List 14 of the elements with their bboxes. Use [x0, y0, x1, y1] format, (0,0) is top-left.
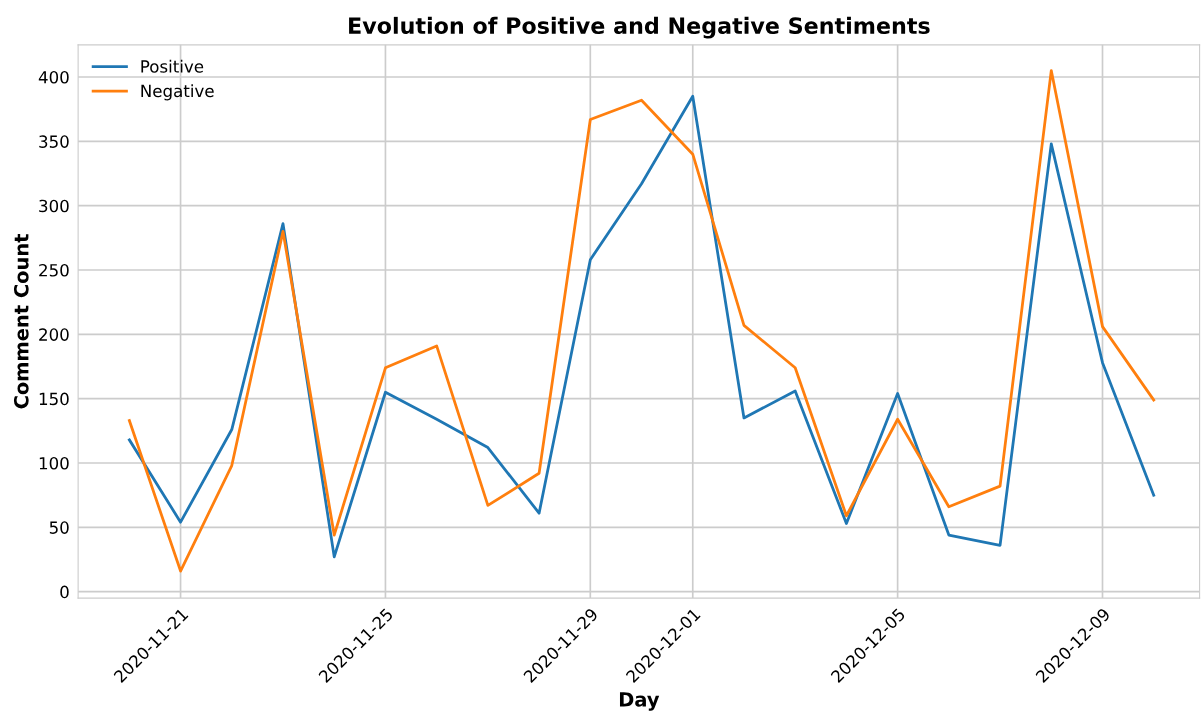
y-tick-label: 100: [39, 456, 69, 470]
y-tick-label: 200: [39, 328, 69, 341]
legend-label: Positive: [141, 59, 204, 73]
y-tick-label: 300: [39, 199, 69, 213]
y-axis-title: Comment Count: [13, 233, 29, 409]
y-tick-label: 400: [38, 70, 69, 84]
y-tick-label: 50: [49, 521, 69, 534]
y-tick-label: 350: [39, 135, 69, 148]
legend-label: Negative: [141, 84, 214, 101]
y-tick-label: 150: [39, 392, 69, 406]
y-tick-label: 0: [60, 585, 69, 599]
x-axis-title: Day: [619, 692, 660, 711]
chart-title: Evolution of Positive and Negative Sentiments: [349, 16, 930, 39]
y-tick-label: 250: [39, 263, 69, 277]
